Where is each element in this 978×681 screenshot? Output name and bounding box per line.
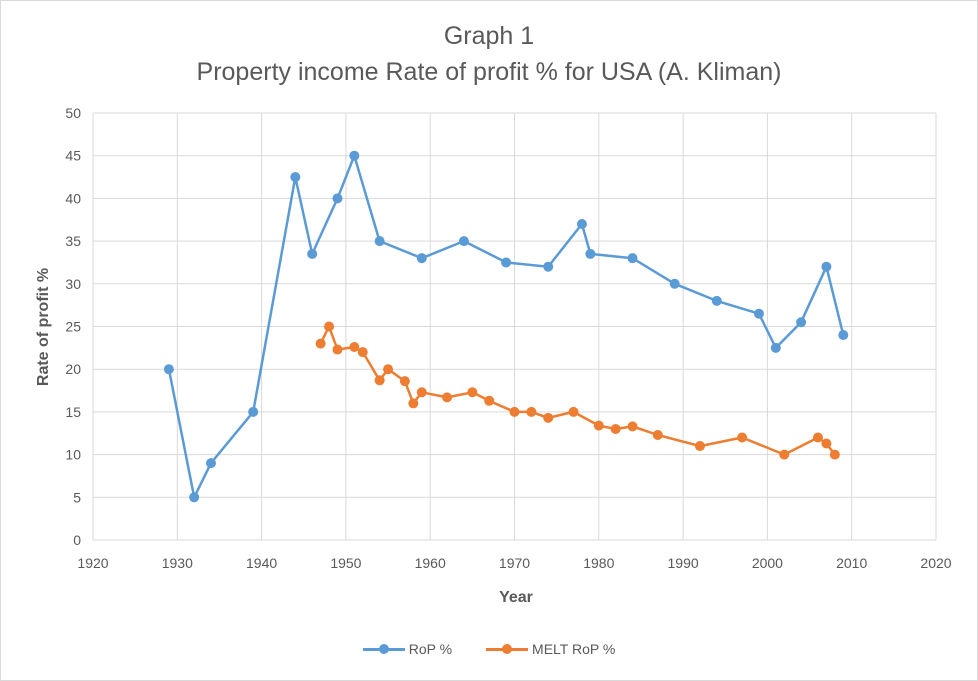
x-tick-label: 1980 [583,555,614,571]
x-tick-label: 1990 [668,555,699,571]
x-tick-label: 1930 [162,555,193,571]
data-point [796,317,807,328]
x-tick-label: 2000 [752,555,783,571]
x-tick-label: 1970 [499,555,530,571]
series-1 [163,150,849,503]
data-point [163,364,174,375]
data-point [779,449,790,460]
legend-item: MELT RoP % [486,641,615,657]
data-point [753,308,764,319]
chart-subtitle: Property income Rate of profit % for USA… [196,58,782,86]
data-point [576,219,587,230]
data-point [770,342,781,353]
data-point [501,257,512,268]
series-line [319,325,836,456]
legend-swatch [486,643,529,655]
data-point [711,295,722,306]
x-tick-label: 1940 [246,555,277,571]
data-point [315,338,326,349]
x-tick-label: 2020 [920,555,951,571]
data-point [593,420,604,431]
data-point [543,261,554,272]
y-tick-label: 40 [65,190,81,206]
legend-item: RoP % [362,641,453,657]
data-point [307,248,318,259]
data-point [458,236,469,247]
y-tick-label: 25 [65,319,81,335]
data-point [526,406,537,417]
data-point [324,321,335,332]
legend-swatch [362,643,405,655]
data-point [416,253,427,264]
y-tick-label: 0 [73,532,81,548]
data-point [374,375,385,386]
x-tick-label: 2010 [836,555,867,571]
data-point [248,406,259,417]
x-axis-title: Year [499,589,533,606]
legend: RoP % MELT RoP % [0,641,978,657]
data-point [416,387,427,398]
data-point [399,376,410,387]
data-point [484,395,495,406]
data-point [829,449,840,460]
data-point [189,492,200,503]
data-point [838,330,849,341]
y-tick-label: 15 [65,404,81,420]
x-tick-label: 1950 [330,555,361,571]
data-point [821,438,832,449]
data-point [627,253,638,264]
y-tick-labels: 0 5 10 15 20 25 30 35 40 45 50 [65,105,81,548]
y-axis-title: Rate of profit % [35,268,52,386]
data-point [349,150,360,161]
legend-label: RoP % [408,641,453,657]
data-point [821,261,832,272]
data-point [543,412,554,423]
data-point [467,387,478,398]
data-point [627,421,638,432]
legend-label: MELT RoP % [532,641,616,657]
series-2 [315,321,840,460]
data-point [349,341,360,352]
data-point [383,364,394,375]
data-point [374,236,385,247]
data-point [442,392,453,403]
data-point [568,406,579,417]
data-point [206,458,217,469]
x-tick-labels: 1920 1930 1940 1950 1960 1970 1980 1990 2000 2010… [77,555,951,571]
data-point [737,432,748,443]
y-tick-label: 5 [73,489,81,505]
y-tick-label: 20 [65,361,81,377]
data-point [509,406,520,417]
gridlines [92,112,937,541]
data-point [332,193,343,204]
data-point [652,429,663,440]
data-point [669,278,680,289]
data-point [610,423,621,434]
data-point [290,172,301,183]
y-tick-label: 30 [65,276,81,292]
y-tick-label: 10 [65,447,81,463]
x-tick-label: 1960 [415,555,446,571]
data-point [332,344,343,355]
x-tick-label: 1920 [77,555,108,571]
y-tick-label: 35 [65,233,81,249]
y-tick-label: 50 [65,105,81,121]
data-point [357,347,368,358]
data-point [694,441,705,452]
data-point [585,248,596,259]
y-tick-label: 45 [65,148,81,164]
data-point [408,398,419,409]
series-layer [163,150,849,503]
chart-title: Graph 1 [443,22,535,50]
data-point [812,432,823,443]
